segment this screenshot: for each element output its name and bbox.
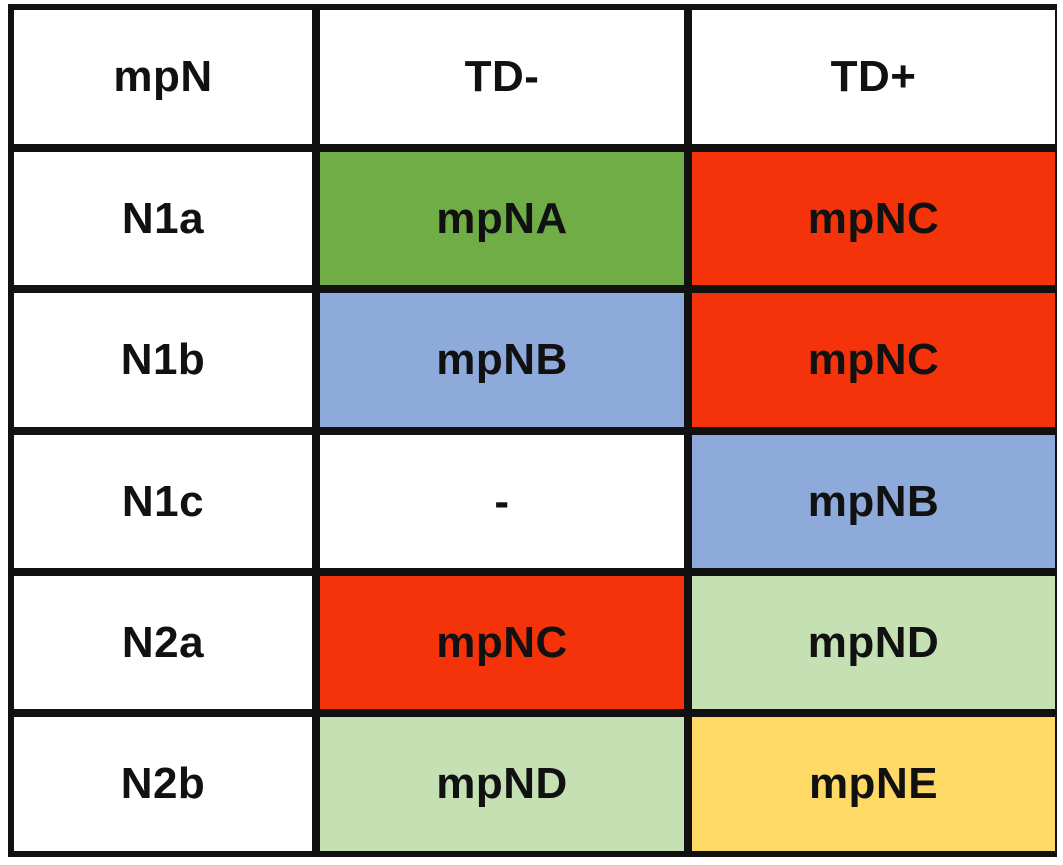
cell-n1a-td-plus: mpNC [692,152,1055,285]
row-label-n1a: N1a [14,152,312,285]
row-label-n2a: N2a [14,576,312,709]
header-mpn: mpN [14,10,312,144]
row-label-n2b: N2b [14,717,312,851]
header-td-minus: TD- [320,10,684,144]
row-label-n1c: N1c [14,435,312,568]
mpn-table: mpN TD- TD+ N1a mpNA mpNC N1b mpNB mpNC … [8,4,1057,857]
cell-n1b-td-minus: mpNB [320,293,684,427]
cell-n1c-td-plus: mpNB [692,435,1055,568]
cell-n2a-td-minus: mpNC [320,576,684,709]
cell-n2b-td-plus: mpNE [692,717,1055,851]
header-td-plus: TD+ [692,10,1055,144]
row-label-n1b: N1b [14,293,312,427]
cell-n1a-td-minus: mpNA [320,152,684,285]
cell-n1b-td-plus: mpNC [692,293,1055,427]
cell-n2b-td-minus: mpND [320,717,684,851]
cell-n2a-td-plus: mpND [692,576,1055,709]
cell-n1c-td-minus: - [320,435,684,568]
